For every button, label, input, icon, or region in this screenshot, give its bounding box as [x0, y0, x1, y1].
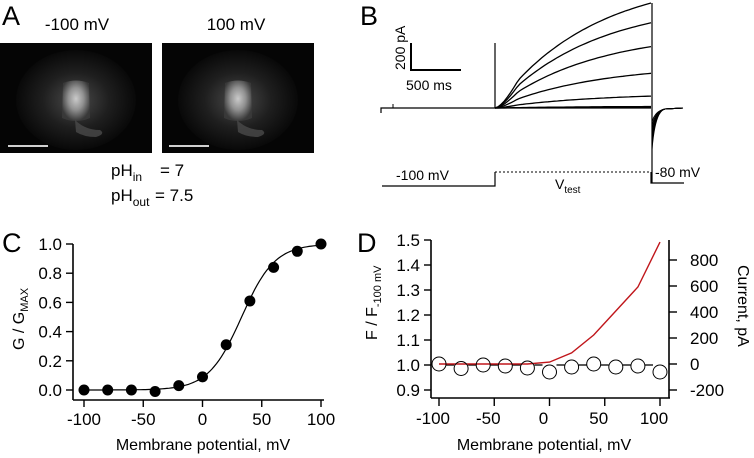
image-title-100: 100 mV: [207, 15, 266, 34]
voltage-protocol: -100 mV Vtest -80 mV: [382, 164, 701, 196]
panel-c: C G / GMAX Membrane potential, mV 0.0 0.2…: [2, 228, 335, 454]
d-fluorescence-point: [475, 357, 491, 373]
d-y-tick-label: 0.9: [396, 381, 420, 400]
c-y-tick-label: 0.0: [38, 381, 62, 400]
c-y-tick-label: 0.8: [38, 264, 62, 283]
d-y-tick-label: 1.0: [396, 356, 420, 375]
svg-text:= 7.5: = 7.5: [155, 186, 193, 205]
test-potential-label: Vtest: [555, 176, 581, 196]
d-x-tick-label: 0: [539, 409, 548, 428]
current-trace: [494, 22, 652, 109]
d-fluorescence-point: [542, 364, 557, 380]
tail-current-trace: [651, 107, 684, 151]
panel-label-b: B: [360, 1, 378, 31]
panel-b: B 200 pA 500 ms -100 mV Vtest -80 mV: [360, 1, 701, 196]
d-fluorescence-point: [431, 356, 447, 372]
d-fluorescence-point: [564, 359, 580, 375]
d-x-tick-label: -50: [476, 409, 501, 428]
d-y-tick-label: 1.5: [396, 231, 420, 250]
d-y2-tick-label: -200: [690, 381, 724, 400]
c-x-axis-label: Membrane potential, mV: [116, 437, 291, 454]
d-y2-axis-label: Current, pA: [734, 265, 751, 347]
scale-bar-b: 200 pA 500 ms: [392, 25, 461, 93]
ph-out-annotation: pHout = 7.5: [111, 186, 193, 209]
c-data-point: [268, 261, 280, 273]
scalebar-current-label: 200 pA: [392, 25, 408, 70]
d-fluorescence-point: [519, 360, 535, 376]
c-y-tick-label: 1.0: [38, 235, 62, 254]
d-current-line: [439, 241, 661, 365]
current-trace: [494, 95, 652, 109]
micrograph-100: [162, 43, 314, 153]
d-y2-tick-label: 200: [690, 329, 718, 348]
panel-label-a: A: [2, 1, 20, 31]
c-data-point: [244, 295, 256, 307]
c-data-point: [78, 384, 90, 396]
d-y2-tick-label: 0: [690, 355, 699, 374]
c-x-tick-label: 0: [198, 410, 207, 429]
c-x-tick-label: 50: [252, 410, 271, 429]
d-y-tick-label: 1.3: [396, 281, 420, 300]
panel-a: A -100 mV 100 mV pHin = 7 pHout = 7.5: [0, 1, 314, 209]
c-data-point: [197, 371, 208, 383]
c-data-point: [102, 384, 114, 396]
tail-current-trace: [651, 107, 684, 139]
current-trace: [494, 2, 652, 109]
image-title-neg100: -100 mV: [45, 15, 110, 34]
baseline-trace: [380, 107, 495, 113]
d-x-tick-label: -100: [416, 409, 450, 428]
d-y2-tick-label: 400: [690, 303, 718, 322]
d-fluorescence-point: [453, 361, 469, 376]
scalebar-time-label: 500 ms: [406, 77, 452, 93]
d-x-tick-label: 50: [589, 409, 608, 428]
holding-potential-label: -100 mV: [396, 167, 450, 183]
d-axes: 0.9 1.0 1.1 1.2 1.3 1.4 1.5 -200 0 200 400 600 800 -1…: [396, 231, 724, 428]
c-y-tick-label: 0.4: [38, 323, 62, 342]
d-y-tick-label: 1.2: [396, 306, 420, 325]
panel-label-c: C: [2, 228, 22, 258]
d-fluorescence-point: [630, 358, 646, 374]
d-y2-tick-label: 800: [690, 251, 718, 270]
c-axes: 0.0 0.2 0.4 0.6 0.8 1.0 -100 -50 0 50 100: [38, 235, 335, 429]
d-x-axis-label: Membrane potential, mV: [457, 437, 632, 454]
panel-d: D F / F-100 mV Current, pA Membrane pote…: [357, 228, 751, 454]
micrograph-neg100: [0, 43, 152, 153]
d-x-tick-label: 100: [640, 409, 668, 428]
c-data-point: [173, 380, 185, 392]
d-y-tick-label: 1.1: [396, 331, 420, 350]
d-fluorescence-point: [652, 364, 668, 380]
tail-potential-label: -80 mV: [655, 164, 701, 180]
d-y2-tick-label: 600: [690, 277, 718, 296]
c-x-tick-label: 100: [307, 410, 335, 429]
svg-text:pHin: pHin: [111, 161, 142, 184]
d-fluorescence-point: [586, 356, 602, 372]
c-data-point: [291, 245, 303, 257]
c-y-tick-label: 0.6: [38, 293, 62, 312]
c-data-point: [220, 339, 232, 351]
c-x-tick-label: -100: [67, 410, 101, 429]
ph-in-annotation: pHin = 7: [111, 161, 184, 184]
c-x-tick-label: -50: [131, 410, 156, 429]
c-y-tick-label: 0.2: [38, 352, 62, 371]
current-trace: [494, 72, 652, 109]
panel-label-d: D: [357, 228, 377, 258]
c-y-axis-label: G / GMAX: [11, 287, 31, 350]
c-data-point: [125, 384, 137, 396]
current-traces: [380, 2, 684, 183]
c-fit-curve: [84, 244, 322, 391]
current-trace: [494, 45, 652, 109]
d-fluorescence-point: [608, 359, 624, 375]
d-fluorescence-point: [497, 358, 513, 374]
c-data-points: [78, 238, 327, 397]
d-y-axis-label: F / F-100 mV: [364, 265, 384, 340]
d-series: [431, 241, 668, 380]
boltzmann-fit-line: [84, 244, 322, 391]
d-y-tick-label: 1.4: [396, 256, 420, 275]
c-data-point: [315, 238, 327, 250]
svg-text:= 7: = 7: [160, 161, 184, 180]
c-data-point: [149, 385, 161, 397]
svg-text:pHout: pHout: [111, 186, 150, 209]
